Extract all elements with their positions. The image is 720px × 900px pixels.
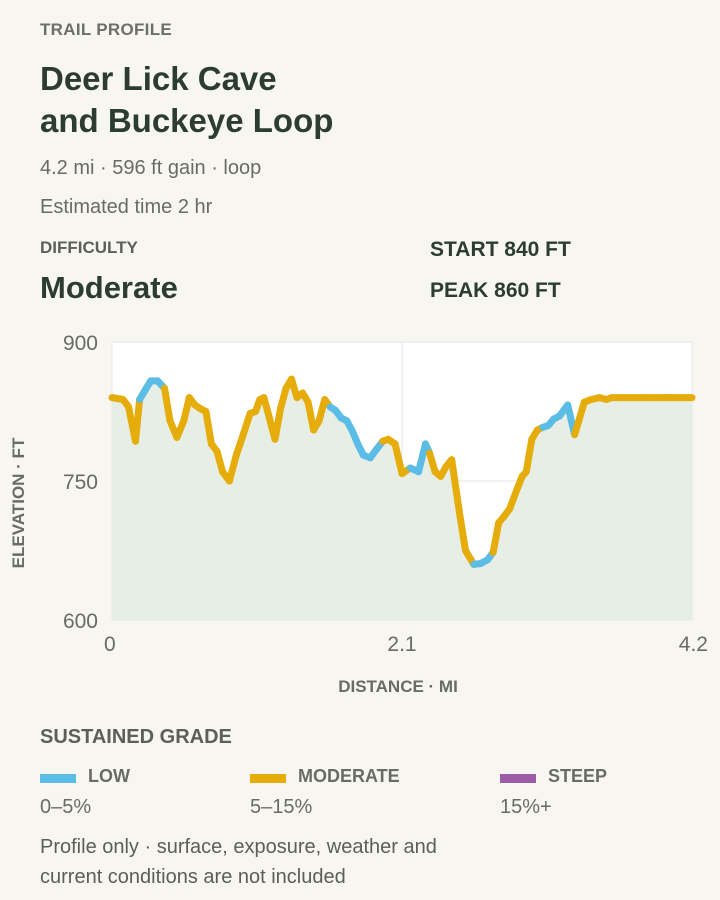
legend-range-low: 0–5% <box>40 796 92 818</box>
y-tick-label: 750 <box>63 471 98 494</box>
trail-title: Deer Lick Cave and Buckeye Loop <box>40 58 333 142</box>
x-tick-label: 4.2 <box>679 633 708 656</box>
profile-segment-moderate <box>571 398 588 439</box>
profile-segment-moderate <box>132 396 144 445</box>
difficulty-value: Moderate <box>40 270 178 305</box>
profile-segment-moderate <box>213 447 226 476</box>
profile-segment-moderate <box>161 384 174 425</box>
profile-segment-moderate <box>232 431 247 459</box>
trail-meta: 4.2 mi · 596 ft gain · loop <box>40 157 262 179</box>
profile-segment-moderate <box>448 456 464 520</box>
legend-range-moderate: 5–15% <box>250 796 313 818</box>
profile-segment-moderate <box>202 408 215 448</box>
legend-range-steep: 15%+ <box>500 796 552 818</box>
elevation-line <box>108 375 696 568</box>
peak-elevation: PEAK 860 FT <box>430 279 561 302</box>
profile-segment-moderate <box>522 435 536 476</box>
profile-segment-moderate <box>456 512 469 554</box>
elevation-area <box>112 379 692 620</box>
elevation-chart-svg: 600 750 900 0 2.1 4.2 DISTANCE · MI ELEVATION… <box>9 332 708 696</box>
legend-swatch-moderate <box>250 774 286 783</box>
profile-segment-moderate <box>260 394 273 422</box>
y-axis-label: ELEVATION · FT <box>9 437 28 568</box>
y-tick-label: 900 <box>63 332 98 355</box>
start-elevation: START 840 FT <box>430 238 571 261</box>
profile-segment-moderate <box>239 409 254 439</box>
profile-segment-moderate <box>391 440 406 478</box>
legend-swatch-steep <box>500 774 536 783</box>
profile-segment-moderate <box>489 519 503 556</box>
difficulty-label: DIFFICULTY <box>40 238 138 257</box>
footnote: Profile only · surface, exposure, weathe… <box>40 836 437 888</box>
trail-title-line-1: Deer Lick Cave <box>40 60 277 97</box>
x-axis-label: DISTANCE · MI <box>338 677 458 696</box>
profile-segment-moderate <box>225 451 240 485</box>
legend-title: SUSTAINED GRADE <box>40 726 232 748</box>
trail-title-line-2: and Buckeye Loop <box>40 102 334 139</box>
legend-label-steep: STEEP <box>548 766 608 786</box>
y-tick-label: 600 <box>63 610 98 633</box>
x-tick-label: 2.1 <box>387 633 416 656</box>
estimated-time: Estimated time 2 hr <box>40 196 213 218</box>
legend-label-moderate: MODERATE <box>298 766 400 786</box>
elevation-chart: 600 750 900 0 2.1 4.2 DISTANCE · MI ELEVATION… <box>0 320 720 710</box>
legend-swatch-low <box>40 774 76 783</box>
section-eyebrow: TRAIL PROFILE <box>40 20 173 39</box>
axis-ticks: 600 750 900 0 2.1 4.2 <box>63 332 708 656</box>
legend-label-low: LOW <box>88 766 130 786</box>
x-tick-label: 0 <box>104 633 116 656</box>
profile-segment-moderate <box>271 405 284 443</box>
profile-segment-moderate <box>277 384 290 413</box>
